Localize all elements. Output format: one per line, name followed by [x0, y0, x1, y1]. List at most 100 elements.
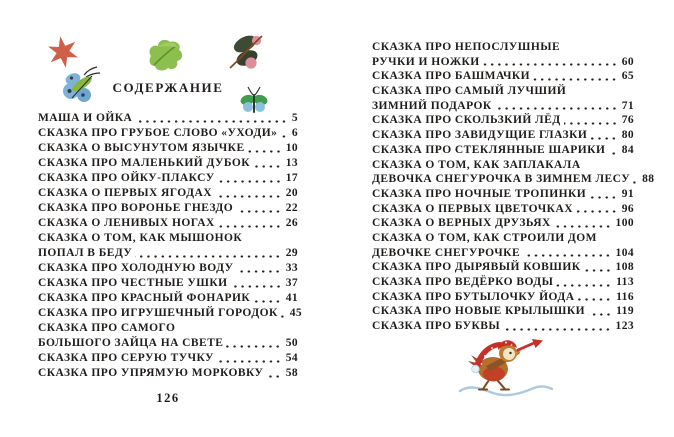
toc-entry-line: МАША И ОЙКА 5 — [38, 111, 298, 126]
toc-entry-title: СКАЗКА ПРО ХОЛОДНУЮ ВОДУ — [38, 262, 234, 274]
toc-entry-title: БОЛЬШОГО ЗАЙЦА НА СВЕТЕ — [38, 337, 224, 349]
toc-entry: СКАЗКА ПРО ЗАВИДУЩИЕ ГЛАЗКИ 80 — [372, 128, 634, 143]
toc-entry: СКАЗКА ПРО УПРЯМУЮ МОРКОВКУ 58 — [38, 366, 298, 381]
toc-entry-title: СКАЗКА ПРО ОЙКУ-ПЛАКСУ — [38, 172, 215, 184]
toc-leader-dots — [216, 359, 282, 363]
toc-entry: СКАЗКА О ВЫСУНУТОМ ЯЗЫЧКЕ 10 — [38, 141, 298, 156]
bird-with-trumpet-illustration — [458, 339, 553, 397]
toc-entry-line: СКАЗКА ПРО ДЫРЯВЫЙ КОВШИК 108 — [372, 260, 634, 275]
toc-entry-title: СКАЗКА ПРО КРАСНЫЙ ФОНАРИК — [38, 292, 251, 304]
toc-entry-line: СКАЗКА О ТОМ, КАК СТРОИЛИ ДОМ — [372, 231, 634, 246]
toc-entry: СКАЗКА ПРО НОЧНЫЕ ТРОПИНКИ 91 — [372, 187, 634, 202]
toc-leader-dots — [589, 194, 618, 199]
toc-entry-line: СКАЗКА ПРО СЕРУЮ ТУЧКУ 54 — [38, 351, 298, 366]
toc-leader-dots — [226, 344, 282, 348]
toc-entry-line: СКАЗКА ПРО БУКВЫ 123 — [372, 319, 634, 334]
toc-entry-line: ПОПАЛ В БЕДУ 29 — [38, 246, 298, 261]
toc-entry-line: СКАЗКА ПРО ЗАВИДУЩИЕ ГЛАЗКИ 80 — [372, 128, 634, 143]
toc-entry-title: СКАЗКА ПРО ЧЕСТНЫЕ УШКИ — [38, 277, 228, 289]
toc-entry-title: СКАЗКА О ПЕРВЫХ ЯГОДАХ — [38, 187, 212, 199]
toc-entry: МАША И ОЙКА 5 — [38, 111, 298, 126]
toc-leader-dots — [135, 119, 288, 123]
toc-entry-title: СКАЗКА ПРО ДЫРЯВЫЙ КОВШИК — [372, 261, 581, 274]
toc-page-number: 65 — [621, 70, 634, 83]
toc-entry-line: СКАЗКА ПРО УПРЯМУЮ МОРКОВКУ 58 — [38, 366, 298, 381]
toc-entry: СКАЗКА О ЛЕНИВЫХ НОГАХ 26 — [38, 216, 298, 231]
toc-entry-line: СКАЗКА ПРО ОЙКУ-ПЛАКСУ 17 — [38, 171, 298, 186]
toc-entry-line: СКАЗКА О ТОМ, КАК ЗАПЛАКАЛА — [372, 158, 634, 173]
toc-page-number: 123 — [615, 320, 634, 333]
toc-entry-title: СКАЗКА ПРО СТЕКЛЯННЫЕ ШАРИКИ — [372, 143, 606, 156]
dark-moth-icon — [229, 35, 263, 69]
toc-entry: СКАЗКА ПРО БУКВЫ 123 — [372, 319, 634, 334]
toc-page-number: 41 — [285, 292, 298, 304]
toc-entry-title: РУЧКИ И НОЖКИ — [372, 55, 480, 68]
toc-entry-title: СКАЗКА ПРО САМОГО — [38, 322, 176, 334]
toc-page-number: 37 — [285, 277, 298, 289]
toc-page-number: 26 — [285, 217, 298, 229]
toc-page-number: 29 — [285, 247, 298, 259]
toc-entry: СКАЗКА О ВЕРНЫХ ДРУЗЬЯХ 100 — [372, 216, 634, 231]
toc-page-number: 54 — [285, 352, 298, 364]
toc-entry-title: СКАЗКА О ТОМ, КАК СТРОИЛИ ДОМ — [372, 231, 597, 244]
toc-left-column: МАША И ОЙКА 5 СКАЗКА ПРО ГРУБОЕ СЛОВО «УХО… — [38, 111, 302, 381]
toc-page-number: 13 — [285, 157, 298, 169]
toc-entry-title: СКАЗКА О ТОМ, КАК МЫШОНОК — [38, 232, 243, 244]
toc-leader-dots — [533, 77, 618, 82]
toc-leader-dots — [563, 121, 618, 126]
toc-page-number: 119 — [616, 305, 634, 318]
toc-page-number: 88 — [642, 173, 655, 186]
toc-page-number: 60 — [621, 55, 634, 68]
toc-page-number: 100 — [615, 217, 634, 230]
toc-page-number: 33 — [285, 262, 298, 274]
toc-entry: СКАЗКА О ПЕРВЫХ ЦВЕТОЧКАХ 96 — [372, 202, 634, 217]
toc-page-number: 116 — [616, 290, 634, 303]
toc-page-number: 10 — [285, 142, 298, 154]
toc-entry-line: СКАЗКА ПРО ВЕДЁРКО ВОДЫ 113 — [372, 275, 634, 290]
toc-leader-dots — [633, 179, 639, 184]
toc-entry: СКАЗКА ПРО ВЕДЁРКО ВОДЫ 113 — [372, 275, 634, 290]
toc-entry-title: СКАЗКА ПРО НЕПОСЛУШНЫЕ — [372, 41, 561, 53]
toc-entry-title: СКАЗКА О ВЕРНЫХ ДРУЗЬЯХ — [372, 217, 551, 230]
toc-entry-line: СКАЗКА О ПЕРВЫХ ЯГОДАХ 20 — [38, 186, 298, 201]
toc-entry: СКАЗКА ПРО САМЫЙ ЛУЧШИЙ ЗИМНИЙ ПОДАРОК 71 — [372, 84, 634, 113]
toc-leader-dots — [575, 209, 618, 214]
toc-entry-title: СКАЗКА ПРО МАЛЕНЬКИЙ ДУБОК — [38, 157, 251, 169]
toc-entry: СКАЗКА ПРО СЕРУЮ ТУЧКУ 54 — [38, 351, 298, 366]
toc-page-number: 96 — [621, 202, 634, 215]
toc-page-number: 84 — [621, 143, 634, 156]
toc-entry: СКАЗКА ПРО КРАСНЫЙ ФОНАРИК 41 — [38, 291, 298, 306]
toc-leader-dots — [253, 299, 282, 303]
toc-leader-dots — [556, 282, 613, 287]
toc-entry-title: СКАЗКА ПРО БАШМАЧКИ — [372, 70, 531, 83]
toc-leader-dots — [217, 224, 282, 228]
toc-leader-dots — [588, 312, 613, 317]
toc-page-number: 20 — [285, 187, 298, 199]
toc-entry: СКАЗКА ПРО САМОГО БОЛЬШОГО ЗАЙЦА НА СВЕТЕ… — [38, 321, 298, 351]
toc-entry: СКАЗКА ПРО БАШМАЧКИ 65 — [372, 69, 634, 84]
toc-leader-dots — [217, 179, 282, 183]
toc-leader-dots — [230, 284, 282, 288]
toc-leader-dots — [590, 135, 618, 140]
toc-entry-line: ДЕВОЧКА СНЕГУРОЧКА В ЗИМНЕМ ЛЕСУ 88 — [372, 172, 654, 187]
book-page-number: 126 — [156, 391, 180, 405]
toc-entry-line: СКАЗКА О ЛЕНИВЫХ НОГАХ 26 — [38, 216, 298, 231]
toc-entry-line: СКАЗКА ПРО ГРУБОЕ СЛОВО «УХОДИ» 6 — [38, 126, 298, 141]
toc-page-number: 108 — [615, 261, 634, 274]
toc-leader-dots — [214, 194, 282, 198]
toc-entry-line: СКАЗКА ПРО КРАСНЫЙ ФОНАРИК 41 — [38, 291, 298, 306]
toc-entry-title: ЗИМНИЙ ПОДАРОК — [372, 99, 492, 112]
toc-entry-line: СКАЗКА ПРО НЕПОСЛУШНЫЕ — [372, 40, 634, 55]
toc-entry-line: СКАЗКА ПРО НОВЫЕ КРЫЛЫШКИ 119 — [372, 304, 634, 319]
toc-entry-line: ДЕВОЧКЕ СНЕГУРОЧКЕ 104 — [372, 246, 634, 261]
toc-leader-dots — [247, 149, 282, 153]
toc-entry-title: СКАЗКА ПРО ЗАВИДУЩИЕ ГЛАЗКИ — [372, 129, 588, 142]
toc-entry-title: СКАЗКА О ТОМ, КАК ЗАПЛАКАЛА — [372, 158, 581, 171]
toc-entry-title: СКАЗКА ПРО ИГРУШЕЧНЫЙ ГОРОДОК — [38, 307, 278, 319]
toc-page-number: 5 — [291, 112, 298, 124]
toc-entry-line: СКАЗКА ПРО ХОЛОДНУЮ ВОДУ 33 — [38, 261, 298, 276]
toc-leader-dots — [135, 254, 282, 258]
toc-entry: СКАЗКА ПРО СТЕКЛЯННЫЕ ШАРИКИ 84 — [372, 143, 634, 158]
star-icon — [48, 36, 78, 68]
toc-entry-title: СКАЗКА ПРО СКОЛЬЗКИЙ ЛЁД — [372, 114, 561, 127]
